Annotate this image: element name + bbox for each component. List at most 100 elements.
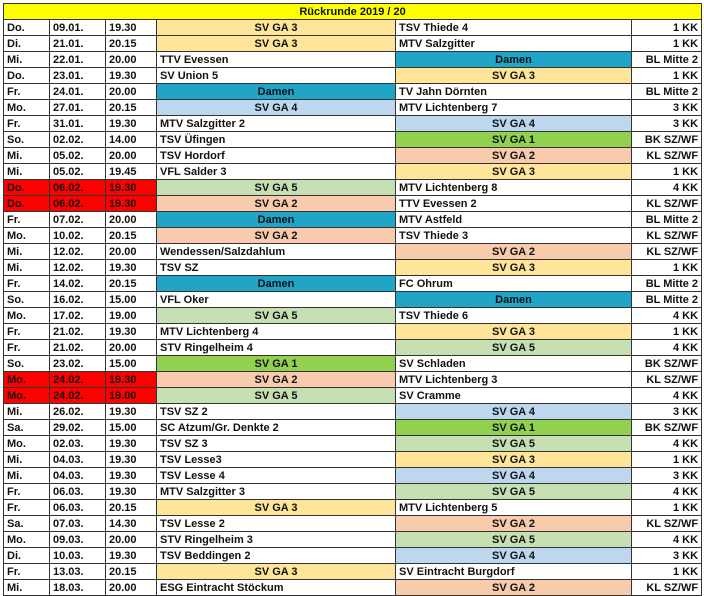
time-cell: 20.15	[105, 499, 157, 516]
table-row: Mo. 10.02. 20.15 SV GA 2 TSV Thiede 3 KL SZ/W…	[3, 227, 703, 244]
time-cell: 20.15	[105, 563, 157, 580]
league-cell: 4 KK	[630, 435, 703, 452]
time-cell: 14.00	[105, 131, 157, 148]
home-team-cell: MTV Lichtenberg 4	[156, 323, 396, 340]
away-team-cell: MTV Salzgitter	[395, 35, 632, 52]
day-cell: Mi.	[3, 403, 50, 420]
date-cell: 24.02.	[49, 387, 106, 404]
table-row: Fr. 07.02. 20.00 Damen MTV Astfeld BL Mitte 2	[3, 211, 703, 228]
league-cell: BK SZ/WF	[630, 355, 703, 372]
time-cell: 20.15	[105, 227, 157, 244]
league-cell: BL Mitte 2	[630, 275, 703, 292]
home-team-cell: SV GA 5	[156, 307, 396, 324]
away-team-cell: SV GA 4	[395, 547, 632, 564]
time-cell: 19.30	[105, 259, 157, 276]
home-team-cell: SV GA 5	[156, 179, 396, 196]
date-cell: 02.03.	[49, 435, 106, 452]
title-row: Rückrunde 2019 / 20	[2, 3, 703, 20]
day-cell: Mo.	[3, 227, 50, 244]
date-cell: 04.03.	[49, 451, 106, 468]
league-cell: 1 KK	[630, 19, 703, 36]
home-team-cell: TSV Lesse 2	[156, 515, 396, 532]
league-cell: KL SZ/WF	[630, 243, 703, 260]
day-cell: Fr.	[3, 483, 50, 500]
league-cell: BL Mitte 2	[630, 211, 703, 228]
home-team-cell: TSV Üfingen	[156, 131, 396, 148]
date-cell: 16.02.	[49, 291, 106, 308]
date-cell: 23.01.	[49, 67, 106, 84]
day-cell: Mi.	[3, 467, 50, 484]
day-cell: So.	[3, 355, 50, 372]
date-cell: 26.02.	[49, 403, 106, 420]
away-team-cell: TSV Thiede 6	[395, 307, 632, 324]
away-team-cell: SV GA 5	[395, 531, 632, 548]
time-cell: 15.00	[105, 419, 157, 436]
league-cell: 1 KK	[630, 163, 703, 180]
time-cell: 19.45	[105, 163, 157, 180]
table-row: Do. 06.02. 19.30 SV GA 2 TTV Evessen 2 KL SZ/…	[3, 195, 703, 212]
home-team-cell: TTV Evessen	[156, 51, 396, 68]
date-cell: 24.01.	[49, 83, 106, 100]
home-team-cell: SV GA 3	[156, 499, 396, 516]
league-cell: 4 KK	[630, 387, 703, 404]
time-cell: 19.30	[105, 67, 157, 84]
date-cell: 31.01.	[49, 115, 106, 132]
away-team-cell: SV GA 3	[395, 163, 632, 180]
date-cell: 09.03.	[49, 531, 106, 548]
day-cell: Do.	[3, 19, 50, 36]
home-team-cell: TSV SZ 2	[156, 403, 396, 420]
time-cell: 19.30	[105, 115, 157, 132]
day-cell: Mi.	[3, 451, 50, 468]
day-cell: Di.	[3, 35, 50, 52]
away-team-cell: MTV Lichtenberg 5	[395, 499, 632, 516]
away-team-cell: SV GA 2	[395, 147, 632, 164]
date-cell: 12.02.	[49, 259, 106, 276]
away-team-cell: SV GA 5	[395, 339, 632, 356]
table-row: Fr. 24.01. 20.00 Damen TV Jahn Dörnten BL Mit…	[3, 83, 703, 100]
league-cell: KL SZ/WF	[630, 515, 703, 532]
time-cell: 20.00	[105, 211, 157, 228]
day-cell: Sa.	[3, 419, 50, 436]
home-team-cell: Damen	[156, 83, 396, 100]
date-cell: 05.02.	[49, 147, 106, 164]
time-cell: 19.30	[105, 19, 157, 36]
day-cell: Fr.	[3, 563, 50, 580]
league-cell: 1 KK	[630, 67, 703, 84]
time-cell: 19.30	[105, 371, 157, 388]
home-team-cell: SV GA 5	[156, 387, 396, 404]
time-cell: 20.00	[105, 51, 157, 68]
home-team-cell: TSV Lesse 4	[156, 467, 396, 484]
home-team-cell: VFL Oker	[156, 291, 396, 308]
time-cell: 19.00	[105, 387, 157, 404]
table-row: Di. 21.01. 20.15 SV GA 3 MTV Salzgitter 1 KK	[3, 35, 703, 52]
home-team-cell: SV GA 2	[156, 195, 396, 212]
date-cell: 09.01.	[49, 19, 106, 36]
day-cell: Fr.	[3, 323, 50, 340]
schedule-table: Rückrunde 2019 / 20 Do. 09.01. 19.30 SV GA …	[2, 3, 703, 596]
away-team-cell: SV Cramme	[395, 387, 632, 404]
table-row: Mi. 18.03. 20.00 ESG Eintracht Stöckum SV GA…	[3, 579, 703, 596]
date-cell: 12.02.	[49, 243, 106, 260]
away-team-cell: TV Jahn Dörnten	[395, 83, 632, 100]
time-cell: 20.15	[105, 35, 157, 52]
league-cell: 1 KK	[630, 323, 703, 340]
day-cell: Sa.	[3, 515, 50, 532]
day-cell: Di.	[3, 547, 50, 564]
league-cell: BK SZ/WF	[630, 419, 703, 436]
league-cell: KL SZ/WF	[630, 371, 703, 388]
away-team-cell: SV GA 3	[395, 323, 632, 340]
date-cell: 17.02.	[49, 307, 106, 324]
away-team-cell: SV GA 5	[395, 435, 632, 452]
league-cell: KL SZ/WF	[630, 227, 703, 244]
away-team-cell: SV GA 2	[395, 515, 632, 532]
league-cell: 3 KK	[630, 99, 703, 116]
league-cell: 4 KK	[630, 179, 703, 196]
league-cell: BL Mitte 2	[630, 291, 703, 308]
day-cell: Fr.	[3, 339, 50, 356]
away-team-cell: TSV Thiede 3	[395, 227, 632, 244]
